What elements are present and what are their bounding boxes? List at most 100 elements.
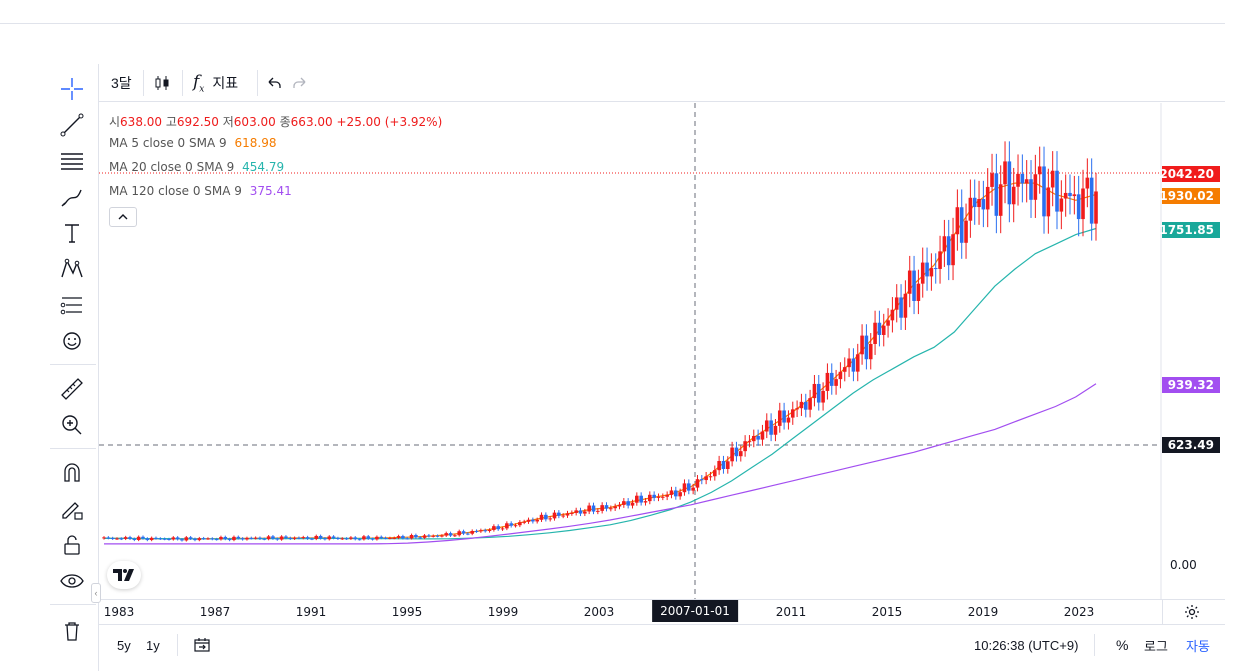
candle-body [210, 538, 215, 540]
candle-body [756, 435, 760, 440]
candle-body [1076, 194, 1081, 220]
delete-tool[interactable] [55, 614, 89, 648]
gear-icon [1185, 605, 1199, 619]
smiley-icon [63, 332, 81, 350]
tradingview-logo[interactable] [107, 561, 141, 589]
candle-body [691, 487, 695, 491]
indicators-button[interactable]: fx 지표 [193, 64, 238, 102]
settings-button[interactable] [1183, 603, 1201, 626]
clock-display[interactable]: 10:26:38 (UTC+9) [974, 637, 1079, 653]
ma20-value: 454.79 [242, 160, 285, 174]
candle-body [661, 496, 665, 498]
redo-icon [293, 77, 306, 88]
chart-pane[interactable]: 시638.00 고692.50 저603.00 종663.00 +25.00 (… [99, 103, 1225, 599]
auto-scale-button[interactable]: 자동 [1186, 638, 1210, 654]
zoom-in-icon [62, 415, 82, 435]
scroll-left-button[interactable]: ‹ [91, 583, 101, 603]
candle-body [565, 513, 570, 516]
candle-body [557, 512, 561, 516]
percent-scale-button[interactable]: % [1116, 637, 1129, 653]
candle-body [704, 476, 708, 481]
candle-body [349, 537, 353, 539]
candle-body [946, 236, 951, 266]
legend-collapse-button[interactable] [109, 207, 137, 227]
text-tool[interactable] [55, 216, 89, 250]
candle-body [396, 536, 401, 538]
candle-body [929, 268, 934, 277]
range-5y-button[interactable]: 5y [117, 637, 131, 653]
lock-tool[interactable] [55, 528, 89, 562]
candle-body [959, 207, 964, 243]
lock-drawing-tool[interactable] [55, 492, 89, 526]
candle-body [799, 401, 804, 409]
candle-body [297, 537, 301, 539]
candle-body [561, 515, 565, 517]
low-label: 저 [222, 115, 234, 129]
candle-body [886, 320, 890, 326]
candle-body [422, 535, 427, 538]
candle-body [674, 490, 678, 497]
top-divider [0, 23, 1225, 24]
candle-body [790, 409, 795, 418]
candle-body [487, 529, 492, 532]
ma120-legend[interactable]: MA 120 close 0 SMA 9 375.41 [109, 184, 292, 198]
candle-body [656, 496, 661, 498]
magnet-tool[interactable] [55, 456, 89, 490]
candle-body [435, 535, 440, 537]
candle-body [232, 536, 236, 541]
candle-body [773, 425, 778, 435]
chart-type-button[interactable] [153, 64, 171, 102]
candle-body [678, 492, 682, 497]
zoom-tool[interactable] [55, 408, 89, 442]
pattern-tool[interactable] [55, 252, 89, 286]
candle-body [362, 536, 366, 540]
candle-body [1037, 166, 1042, 175]
candle-body [786, 417, 791, 423]
trend-line-tool[interactable] [55, 108, 89, 142]
candle-body [227, 539, 232, 541]
candle-body [899, 297, 903, 318]
candle-body [1016, 173, 1020, 187]
time-axis[interactable]: 1983 1987 1991 1995 1999 2003 2007-01-01… [99, 599, 1225, 625]
ma5-legend[interactable]: MA 5 close 0 SMA 9 618.98 [109, 136, 276, 150]
emoji-tool[interactable] [55, 324, 89, 358]
goto-date-button[interactable] [193, 626, 211, 664]
fib-tool[interactable] [55, 144, 89, 178]
chevron-left-icon: ‹ [94, 588, 98, 598]
candle-body [881, 325, 886, 335]
forecast-tool[interactable] [55, 288, 89, 322]
candle-body [401, 536, 405, 539]
interval-button[interactable]: 3달 [111, 75, 132, 91]
ma120-value: 375.41 [249, 184, 292, 198]
crosshair-tool[interactable] [55, 72, 89, 106]
log-scale-button[interactable]: 로그 [1144, 638, 1168, 654]
candle-body [916, 283, 921, 301]
ma20-legend[interactable]: MA 20 close 0 SMA 9 454.79 [109, 160, 284, 174]
undo-button[interactable] [265, 64, 283, 102]
redo-button[interactable] [291, 64, 309, 102]
candle-body [366, 536, 371, 539]
candle-body [509, 523, 513, 526]
candle-body [825, 372, 830, 391]
ruler-tool[interactable] [55, 372, 89, 406]
candle-body [643, 501, 648, 503]
candle-body [925, 262, 929, 277]
candle-body [635, 495, 639, 503]
candle-body [622, 501, 626, 505]
candle-body [427, 535, 431, 537]
brush-tool[interactable] [55, 180, 89, 214]
candle-body [712, 470, 717, 477]
candle-body [1081, 188, 1085, 220]
candle-body [1085, 177, 1090, 189]
candle-body [907, 270, 912, 294]
candle-body [1033, 174, 1038, 200]
candle-body [596, 510, 600, 512]
visibility-tool[interactable] [55, 564, 89, 598]
candle-body [253, 537, 258, 539]
range-1y-button[interactable]: 1y [146, 637, 160, 653]
candle-body [1020, 173, 1025, 184]
ma-line-ma120 [104, 383, 1097, 545]
time-tick: 1999 [487, 605, 519, 619]
axis-separator [1162, 600, 1163, 625]
candle-body [500, 528, 505, 530]
